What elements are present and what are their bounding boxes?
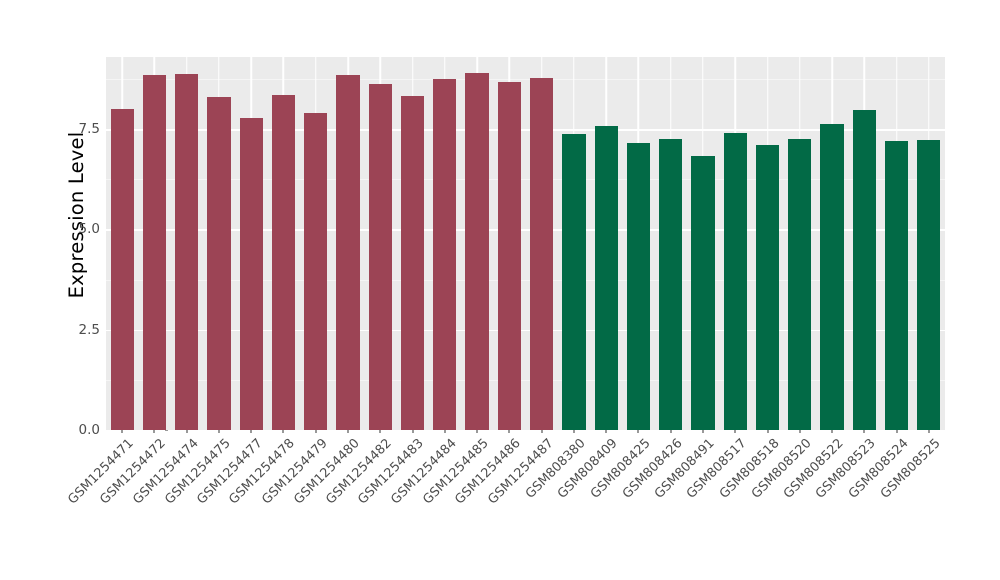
gridline-major-horizontal bbox=[106, 329, 945, 332]
y-axis-tick-label: 5.0 bbox=[78, 221, 100, 238]
bar bbox=[207, 96, 231, 430]
x-axis-tick-mark bbox=[508, 430, 510, 433]
x-axis-tick-mark bbox=[799, 430, 801, 433]
x-axis-tick-mark bbox=[928, 430, 930, 433]
y-axis-tick-label: 0.0 bbox=[78, 422, 100, 438]
bar bbox=[239, 117, 263, 430]
x-axis-tick-mark bbox=[282, 430, 284, 433]
bars-layer bbox=[106, 57, 945, 430]
bar bbox=[917, 139, 941, 430]
y-axis-tick-mark bbox=[165, 429, 168, 431]
x-axis-tick-mark bbox=[896, 430, 898, 433]
x-axis-tick-mark bbox=[347, 430, 349, 433]
bar bbox=[691, 156, 715, 430]
x-axis-tick-marks bbox=[106, 430, 945, 434]
x-axis-tick-mark bbox=[702, 430, 704, 433]
plot-panel bbox=[106, 57, 945, 430]
bar bbox=[400, 96, 425, 430]
x-axis-tick-mark bbox=[734, 430, 736, 433]
bar bbox=[110, 109, 134, 430]
bar bbox=[175, 73, 199, 430]
gridline-minor-horizontal bbox=[106, 279, 945, 281]
bar bbox=[594, 126, 618, 430]
x-axis-tick-mark bbox=[670, 430, 672, 433]
x-axis-tick-mark bbox=[476, 430, 478, 433]
bar bbox=[788, 139, 812, 430]
x-axis-tick-mark bbox=[863, 430, 865, 433]
y-axis-tick-label: 2.5 bbox=[78, 321, 100, 338]
bar bbox=[368, 83, 392, 430]
gridline-minor-horizontal bbox=[106, 79, 945, 81]
bar bbox=[336, 74, 360, 430]
bar bbox=[626, 142, 651, 430]
gridline-major-horizontal bbox=[106, 129, 945, 131]
x-axis-tick-labels: GSM1254471 GSM1254472 GSM1254474 GSM1254475… bbox=[65, 436, 945, 576]
bar bbox=[884, 141, 909, 430]
bar bbox=[433, 78, 457, 430]
y-axis-tick-labels: 0.0 2.5 5.0 7.5 bbox=[64, 57, 168, 438]
x-axis-tick-mark bbox=[379, 430, 381, 433]
bar bbox=[465, 72, 489, 430]
x-axis-tick-mark bbox=[121, 430, 123, 433]
bar bbox=[852, 109, 876, 430]
x-axis-tick-mark bbox=[250, 430, 252, 433]
x-axis-tick-mark bbox=[444, 430, 446, 433]
bar bbox=[271, 95, 296, 430]
bar bbox=[820, 123, 844, 430]
gridline-major-horizontal bbox=[106, 229, 945, 231]
x-axis-tick-mark bbox=[541, 430, 543, 433]
x-axis-tick-mark bbox=[412, 430, 414, 433]
bar bbox=[530, 77, 554, 430]
gridline-minor-horizontal bbox=[106, 179, 945, 181]
x-axis-tick-mark bbox=[186, 430, 188, 433]
y-axis-tick-label: 7.5 bbox=[78, 121, 100, 138]
bar bbox=[659, 138, 683, 430]
bar bbox=[723, 133, 747, 430]
bar bbox=[142, 74, 166, 430]
x-axis-tick-mark bbox=[573, 430, 575, 433]
x-axis-tick-mark bbox=[605, 430, 607, 433]
x-axis-tick-mark bbox=[767, 430, 769, 433]
bar bbox=[755, 145, 780, 430]
gridline-minor-horizontal bbox=[106, 379, 945, 381]
x-axis-tick-mark bbox=[153, 430, 155, 433]
x-axis-tick-mark bbox=[218, 430, 220, 433]
bar bbox=[562, 134, 586, 430]
bar bbox=[497, 82, 521, 430]
bar bbox=[304, 113, 328, 430]
x-axis-tick-mark bbox=[831, 430, 833, 433]
x-axis-tick-mark bbox=[637, 430, 639, 433]
x-axis-tick-mark bbox=[315, 430, 317, 433]
